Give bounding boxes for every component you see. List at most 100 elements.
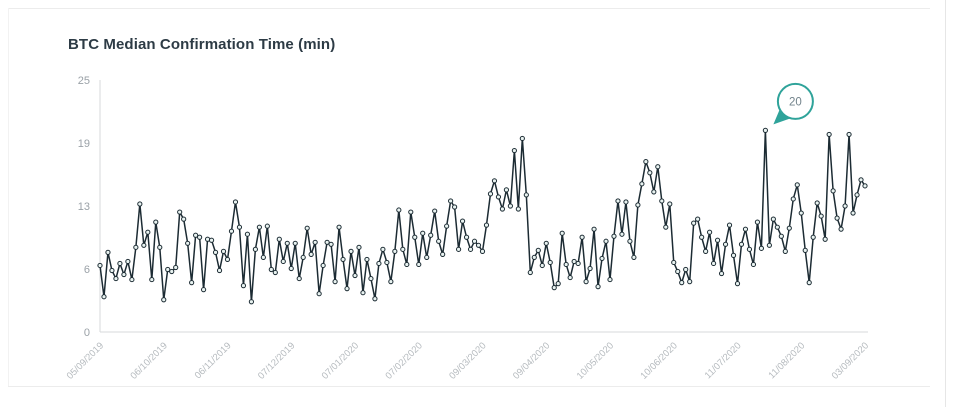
data-point-marker[interactable] <box>754 219 761 225</box>
data-point-marker[interactable] <box>376 260 382 267</box>
data-point-marker[interactable] <box>388 279 394 285</box>
data-point-marker[interactable] <box>185 240 191 246</box>
data-point-marker[interactable] <box>133 244 139 250</box>
data-point-marker[interactable] <box>651 189 657 195</box>
data-point-marker[interactable] <box>240 283 247 289</box>
data-point-marker[interactable] <box>766 242 772 248</box>
data-point-marker[interactable] <box>444 223 450 229</box>
data-point-marker[interactable] <box>742 226 749 232</box>
data-point-marker[interactable] <box>161 297 167 303</box>
data-point-marker[interactable] <box>615 198 621 204</box>
data-point-marker[interactable] <box>224 256 231 263</box>
data-point-marker[interactable] <box>503 187 510 193</box>
data-point-marker[interactable] <box>420 230 426 236</box>
data-point-marker[interactable] <box>169 268 175 275</box>
data-point-marker[interactable] <box>802 247 808 253</box>
data-point-marker[interactable] <box>854 192 860 198</box>
data-point-marker[interactable] <box>591 226 597 232</box>
data-point-marker[interactable] <box>643 159 649 165</box>
data-point-marker[interactable] <box>141 242 147 248</box>
data-point-marker[interactable] <box>145 229 151 235</box>
data-point-marker[interactable] <box>336 224 342 230</box>
data-point-marker[interactable] <box>810 234 816 240</box>
data-point-marker[interactable] <box>535 247 541 253</box>
data-point-marker[interactable] <box>479 248 486 254</box>
data-point-marker[interactable] <box>260 254 266 261</box>
data-point-marker[interactable] <box>380 246 386 252</box>
data-point-marker[interactable] <box>758 245 765 251</box>
data-point-marker[interactable] <box>726 222 733 228</box>
data-point-marker[interactable] <box>687 279 693 285</box>
data-point-marker[interactable] <box>778 233 784 239</box>
data-point-marker[interactable] <box>699 234 705 240</box>
data-point-marker[interactable] <box>340 256 346 263</box>
data-point-marker[interactable] <box>440 251 446 257</box>
data-point-marker[interactable] <box>105 249 111 255</box>
data-point-marker[interactable] <box>304 225 310 231</box>
data-point-marker[interactable] <box>280 258 286 265</box>
data-point-marker[interactable] <box>360 290 366 296</box>
data-point-marker[interactable] <box>683 266 689 273</box>
data-point-marker[interactable] <box>292 240 298 246</box>
data-point-marker[interactable] <box>436 238 442 244</box>
data-point-marker[interactable] <box>264 223 270 229</box>
data-point-marker[interactable] <box>364 256 370 263</box>
data-point-marker[interactable] <box>511 147 517 154</box>
data-point-marker[interactable] <box>320 262 326 269</box>
data-point-marker[interactable] <box>236 224 243 230</box>
data-point-marker[interactable] <box>244 231 251 237</box>
data-point-marker[interactable] <box>523 192 529 198</box>
data-point-marker[interactable] <box>830 188 836 194</box>
data-point-marker[interactable] <box>177 209 183 215</box>
data-point-marker[interactable] <box>324 239 330 245</box>
data-point-marker[interactable] <box>838 226 844 232</box>
data-point-marker[interactable] <box>396 207 402 213</box>
data-point-marker[interactable] <box>762 127 768 133</box>
data-point-marker[interactable] <box>328 241 334 247</box>
data-point-marker[interactable] <box>248 299 255 305</box>
data-point-marker[interactable] <box>181 216 187 222</box>
data-point-marker[interactable] <box>675 268 681 275</box>
data-point-marker[interactable] <box>487 191 494 197</box>
data-point-marker[interactable] <box>352 272 358 279</box>
data-point-marker[interactable] <box>157 244 163 250</box>
data-point-marker[interactable] <box>647 170 653 176</box>
data-point-marker[interactable] <box>432 208 438 214</box>
data-point-marker[interactable] <box>455 246 462 252</box>
data-point-marker[interactable] <box>667 201 673 207</box>
data-point-marker[interactable] <box>220 248 227 254</box>
data-point-marker[interactable] <box>515 206 521 212</box>
data-point-marker[interactable] <box>344 286 350 292</box>
data-point-marker[interactable] <box>252 246 258 252</box>
data-point-marker[interactable] <box>635 202 641 208</box>
data-point-marker[interactable] <box>113 275 119 282</box>
data-point-marker[interactable] <box>125 258 131 265</box>
data-point-marker[interactable] <box>428 232 434 238</box>
data-point-marker[interactable] <box>695 216 701 222</box>
data-point-marker[interactable] <box>137 201 143 207</box>
data-point-marker[interactable] <box>332 279 338 285</box>
data-point-marker[interactable] <box>555 281 561 287</box>
data-point-marker[interactable] <box>312 239 318 245</box>
data-point-marker[interactable] <box>348 248 354 254</box>
data-point-marker[interactable] <box>193 232 199 238</box>
data-point-marker[interactable] <box>607 276 613 283</box>
data-point-marker[interactable] <box>109 267 115 274</box>
data-point-marker[interactable] <box>822 236 828 242</box>
data-point-marker[interactable] <box>232 199 239 205</box>
data-point-marker[interactable] <box>710 260 717 267</box>
data-point-marker[interactable] <box>750 261 757 268</box>
data-point-marker[interactable] <box>631 254 637 261</box>
data-point-marker[interactable] <box>563 261 569 268</box>
data-point-marker[interactable] <box>296 275 302 282</box>
data-point-marker[interactable] <box>826 131 832 138</box>
data-point-marker[interactable] <box>173 264 179 271</box>
data-point-marker[interactable] <box>448 198 454 204</box>
data-point-marker[interactable] <box>846 131 852 138</box>
data-point-marker[interactable] <box>619 231 625 237</box>
data-point-marker[interactable] <box>459 218 466 224</box>
data-point-marker[interactable] <box>276 236 282 242</box>
data-point-marker[interactable] <box>463 234 470 240</box>
data-point-marker[interactable] <box>782 248 788 254</box>
data-point-marker[interactable] <box>308 251 314 257</box>
